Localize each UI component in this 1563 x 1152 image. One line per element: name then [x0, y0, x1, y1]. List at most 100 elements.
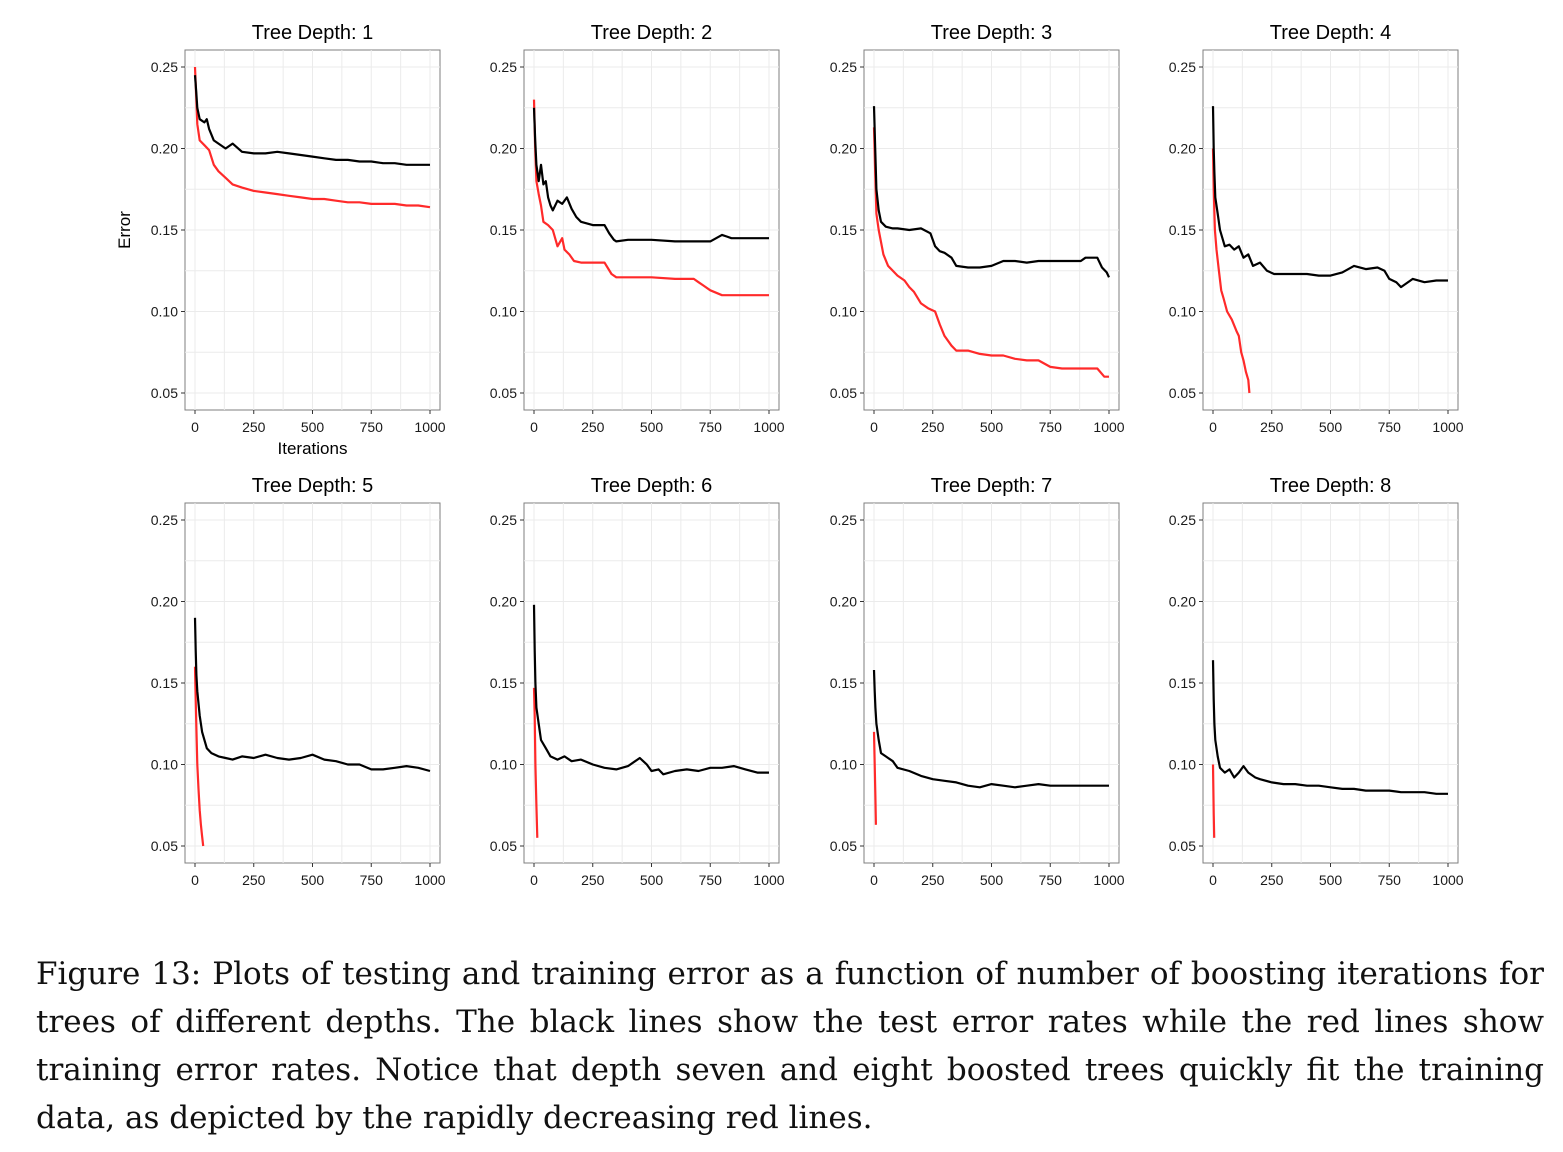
x-tick-label: 250 — [921, 872, 945, 888]
y-tick-label: 0.10 — [830, 304, 857, 320]
chart-title: Tree Depth: 2 — [591, 22, 713, 44]
x-tick-label: 250 — [581, 419, 605, 435]
y-tick-label: 0.25 — [830, 59, 857, 75]
train-error-line — [1211, 764, 1216, 838]
x-tick-label: 500 — [301, 872, 325, 888]
x-tick-label: 0 — [870, 872, 878, 888]
train-error-line — [193, 66, 431, 209]
x-tick-label: 1000 — [414, 872, 445, 888]
x-tick-label: 750 — [1039, 419, 1063, 435]
x-tick-label: 0 — [191, 872, 199, 888]
chart-panel-4: 0.05 0.10 0.15 0.20 0.25 0 250 500 750 1000 Tree D… — [1169, 22, 1464, 435]
figure-panels: 0.05 0.10 0.15 0.20 0.25 0 250 500 750 1000 Tree D… — [115, 22, 1464, 888]
x-tick-label: 500 — [980, 872, 1004, 888]
y-tick-label: 0.10 — [1169, 757, 1196, 773]
chart-panel-2: 0.05 0.10 0.15 0.20 0.25 0 250 500 750 1000 Tree D… — [490, 22, 785, 435]
chart-title: Tree Depth: 1 — [252, 22, 374, 44]
y-tick-label: 0.05 — [1169, 385, 1196, 401]
chart-title: Tree Depth: 7 — [931, 475, 1053, 497]
chart-panel-7: 0.05 0.10 0.15 0.20 0.25 0 250 500 750 1000 Tree D… — [830, 475, 1125, 888]
x-tick-label: 750 — [1039, 872, 1063, 888]
x-tick-label: 0 — [530, 872, 538, 888]
x-tick-label: 500 — [980, 419, 1004, 435]
x-tick-label: 1000 — [1093, 872, 1124, 888]
y-tick-label: 0.20 — [151, 594, 178, 610]
y-tick-label: 0.25 — [830, 512, 857, 528]
y-tick-label: 0.25 — [151, 59, 178, 75]
chart-title: Tree Depth: 5 — [252, 475, 374, 497]
chart-panel-8: 0.05 0.10 0.15 0.20 0.25 0 250 500 750 1000 Tree D… — [1169, 475, 1464, 888]
x-tick-label: 250 — [1260, 872, 1284, 888]
y-tick-label: 0.10 — [151, 304, 178, 320]
test-error-line — [872, 106, 1110, 278]
grid-lines — [1203, 50, 1458, 410]
grid-lines — [185, 50, 440, 410]
figure-caption: Figure 13: Plots of testing and training… — [36, 956, 1544, 1136]
train-error-line — [1211, 148, 1251, 394]
x-tick-label: 750 — [1378, 419, 1402, 435]
chart-panel-1: 0.05 0.10 0.15 0.20 0.25 0 250 500 750 1000 Tree D… — [115, 22, 446, 458]
y-tick-label: 0.05 — [830, 385, 857, 401]
x-tick-label: 250 — [242, 872, 266, 888]
x-tick-label: 0 — [1209, 419, 1217, 435]
y-tick-label: 0.10 — [490, 304, 517, 320]
chart-panel-5: 0.05 0.10 0.15 0.20 0.25 0 250 500 750 1000 Tree D… — [151, 475, 446, 888]
x-tick-label: 500 — [1319, 419, 1343, 435]
chart-title: Tree Depth: 8 — [1270, 475, 1392, 497]
y-tick-label: 0.20 — [830, 141, 857, 157]
grid-lines — [524, 503, 779, 863]
x-tick-label: 750 — [699, 419, 723, 435]
x-tick-label: 250 — [242, 419, 266, 435]
y-tick-label: 0.25 — [490, 512, 517, 528]
test-error-line — [1211, 660, 1448, 795]
y-tick-label: 0.15 — [490, 222, 517, 238]
x-tick-label: 250 — [921, 419, 945, 435]
y-tick-label: 0.05 — [1169, 838, 1196, 854]
chart-title: Tree Depth: 6 — [591, 475, 713, 497]
y-tick-label: 0.15 — [490, 675, 517, 691]
train-error-line — [193, 666, 205, 847]
test-error-line — [193, 75, 430, 166]
y-tick-label: 0.25 — [1169, 59, 1196, 75]
x-tick-label: 0 — [191, 419, 199, 435]
x-tick-label: 1000 — [414, 419, 445, 435]
y-tick-label: 0.25 — [151, 512, 178, 528]
test-error-line — [872, 669, 1109, 789]
x-tick-label: 500 — [640, 872, 664, 888]
y-tick-label: 0.15 — [830, 222, 857, 238]
x-tick-label: 500 — [640, 419, 664, 435]
x-axis-label: Iterations — [278, 439, 348, 458]
x-tick-label: 500 — [301, 419, 325, 435]
x-tick-label: 0 — [530, 419, 538, 435]
x-tick-label: 750 — [360, 419, 384, 435]
y-axis-label: Error — [115, 211, 134, 249]
y-tick-label: 0.20 — [490, 141, 517, 157]
y-tick-label: 0.05 — [151, 385, 178, 401]
x-tick-label: 1000 — [753, 419, 784, 435]
x-tick-label: 1000 — [753, 872, 784, 888]
x-tick-label: 500 — [1319, 872, 1343, 888]
test-error-line — [532, 107, 769, 243]
test-error-line — [532, 604, 769, 776]
chart-panel-3: 0.05 0.10 0.15 0.20 0.25 0 250 500 750 1000 Tree D… — [830, 22, 1125, 435]
y-tick-label: 0.10 — [830, 757, 857, 773]
y-tick-label: 0.15 — [1169, 222, 1196, 238]
test-error-line — [1211, 106, 1448, 289]
y-tick-label: 0.15 — [151, 675, 178, 691]
y-tick-label: 0.25 — [490, 59, 517, 75]
y-tick-label: 0.20 — [830, 594, 857, 610]
x-tick-label: 750 — [1378, 872, 1402, 888]
x-tick-label: 750 — [699, 872, 723, 888]
y-tick-label: 0.20 — [1169, 141, 1196, 157]
y-tick-label: 0.05 — [490, 838, 517, 854]
y-tick-label: 0.20 — [1169, 594, 1196, 610]
y-tick-label: 0.20 — [151, 141, 178, 157]
x-tick-label: 0 — [1209, 872, 1217, 888]
y-tick-label: 0.10 — [151, 757, 178, 773]
x-tick-label: 250 — [1260, 419, 1284, 435]
y-tick-label: 0.05 — [830, 838, 857, 854]
y-tick-label: 0.20 — [490, 594, 517, 610]
x-tick-label: 750 — [360, 872, 384, 888]
chart-panel-6: 0.05 0.10 0.15 0.20 0.25 0 250 500 750 1000 Tree D… — [490, 475, 785, 888]
test-error-line — [193, 617, 431, 773]
